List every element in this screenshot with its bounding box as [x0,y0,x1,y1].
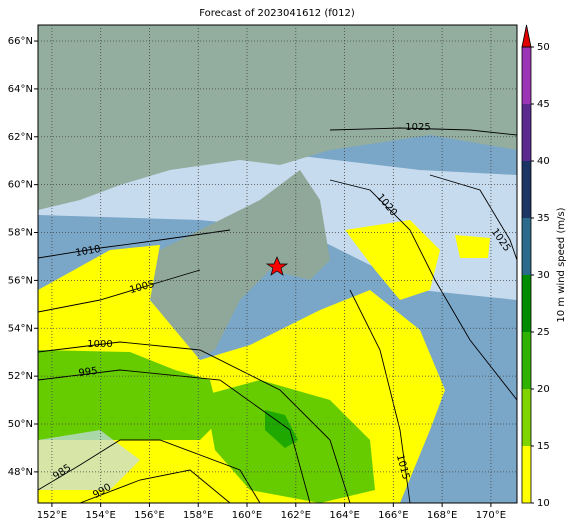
x-tick-label: 158°E [183,510,213,521]
land [145,170,330,360]
colorbar-segment [522,161,531,218]
colorbar-tick-label: 15 [537,441,550,452]
y-tick-label: 54°N [8,323,33,334]
colorbar-extend [521,24,532,48]
y-tick-label: 60°N [8,180,33,191]
contours [38,127,517,503]
x-tick-label: 166°E [378,510,408,521]
contour-label: 995 [78,366,98,380]
x-tick-label: 162°E [281,510,311,521]
x-tick-label: 154°E [85,510,115,521]
x-tick-label: 168°E [427,510,457,521]
y-tick-label: 58°N [8,228,33,239]
y-tick-label: 56°N [8,275,33,286]
x-tick-label: 160°E [232,510,262,521]
y-tick-label: 62°N [8,132,33,143]
colorbar-tick-label: 35 [537,213,550,224]
wind-area [265,410,298,448]
title: Forecast of 2023041612 (f012) [199,8,355,19]
star-marker [265,256,289,276]
colorbar-tick-label: 20 [537,384,550,395]
map-frame [37,24,518,504]
wind-area [455,235,490,258]
colorbar-label: 10 m wind speed (m/s) [556,207,567,322]
wind-area [38,350,220,440]
colorbar-segment [522,47,531,104]
x-tick-label: 152°E [37,510,67,521]
colorbar-tick-label: 10 [537,498,550,509]
x-tick-label: 164°E [329,510,359,521]
y-tick-label: 50°N [8,419,33,430]
contour-label: 1000 [87,339,112,350]
colorbar-segment [522,389,531,446]
colorbar-tick-label: 25 [537,327,550,338]
map [38,25,517,503]
colorbar-segment [522,332,531,389]
colorbar-segment [522,104,531,161]
colorbar-tick-label: 30 [537,270,550,281]
y-tick-label: 66°N [8,36,33,47]
colorbar-segment [522,275,531,332]
colorbar-tick-label: 45 [537,99,550,110]
y-tick-label: 52°N [8,371,33,382]
colorbar-segment [522,446,531,503]
colorbar-tick-label: 40 [537,156,550,167]
y-tick-label: 64°N [8,84,33,95]
colorbar-tick-label: 50 [537,42,550,53]
colorbar-segment [522,218,531,275]
x-tick-label: 170°E [476,510,506,521]
contour-label: 1010 [75,244,102,259]
land [38,25,517,210]
x-tick-label: 156°E [134,510,164,521]
y-tick-label: 48°N [8,467,33,478]
contour-label: 1025 [405,122,430,133]
